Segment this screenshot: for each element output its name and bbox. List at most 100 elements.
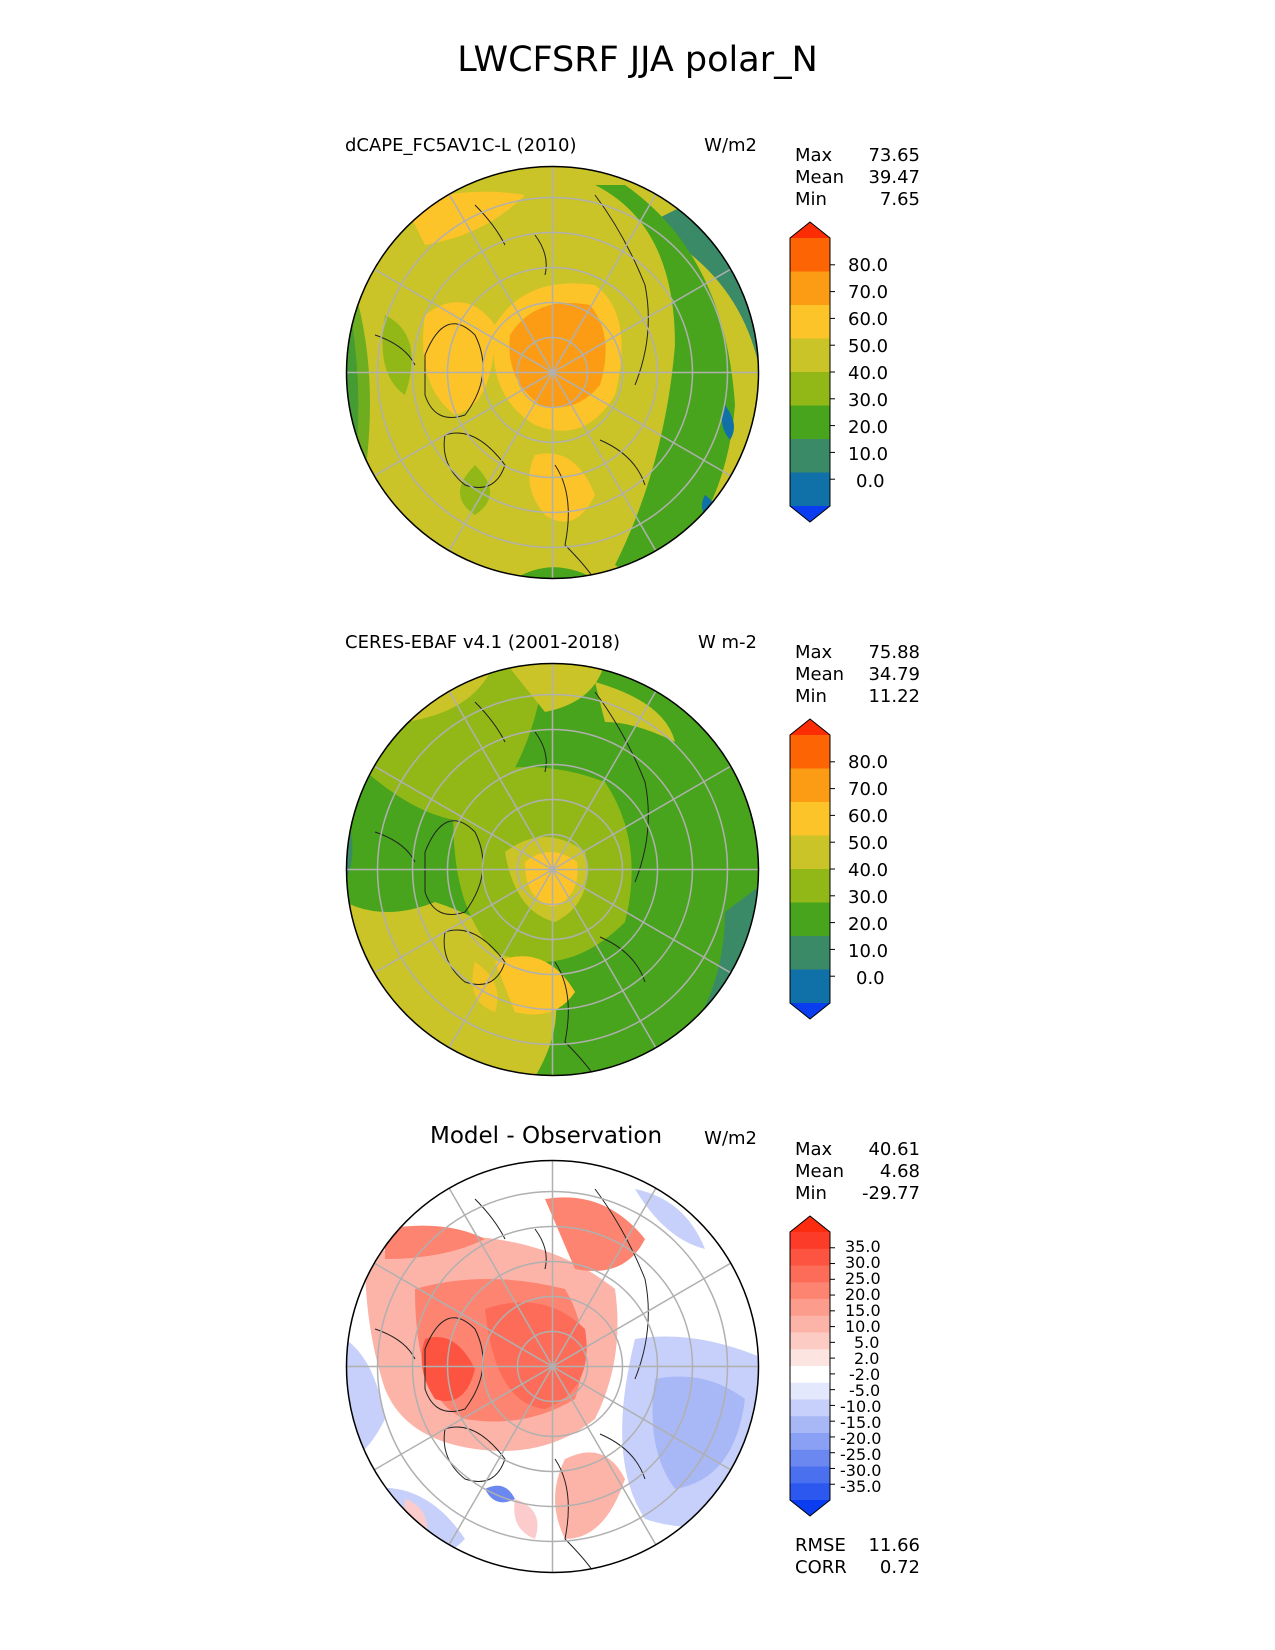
colorbar-segment: [790, 1282, 830, 1300]
panel-1-tick-label: 40.0: [848, 363, 889, 384]
panel-2-tick-label: 40.0: [848, 860, 889, 881]
panel-3-tick-label: -20.0: [840, 1429, 882, 1448]
colorbar-segment: [790, 1332, 830, 1350]
colorbar-extend-min: [790, 1500, 830, 1516]
panel-3-tick-label: -5.0: [849, 1381, 881, 1400]
panel-1-tick-label: 80.0: [848, 255, 889, 276]
panel-1-title: dCAPE_FC5AV1C-L (2010): [345, 135, 577, 156]
panel-2-tick-label: 80.0: [848, 752, 889, 773]
panel-2-units: W m-2: [697, 632, 757, 653]
panel-3-tick-label: 30.0: [845, 1253, 881, 1272]
colorbar-segment: [790, 1449, 830, 1467]
panel-3-stat-label-max: Max: [795, 1139, 833, 1160]
colorbar-outline: [789, 718, 831, 1020]
colorbar-segment: [790, 1232, 830, 1250]
colorbar-segment: [790, 1299, 830, 1317]
panel-2-tick-label: 10.0: [848, 941, 889, 962]
panel-3-tick-label: 10.0: [845, 1317, 881, 1336]
colorbar-segment: [790, 238, 830, 272]
panel-3-tick-label: -25.0: [840, 1445, 882, 1464]
panel-2-stat-value-max: 75.88: [868, 642, 920, 663]
panel-3-stat-value-mean: 4.68: [879, 1161, 920, 1182]
panel-1-colorbar: [789, 221, 835, 523]
panel-3-tick-label: 15.0: [845, 1301, 881, 1320]
panel-1-tick-label: 70.0: [848, 282, 889, 303]
panel-2-stat-label-mean: Mean: [795, 664, 845, 685]
panel-1-tick-label: 10.0: [848, 444, 889, 465]
panel-3-polar-map: [345, 1159, 760, 1574]
colorbar-segment: [790, 835, 830, 870]
colorbar-segment: [790, 768, 830, 803]
panel-2-title: CERES-EBAF v4.1 (2001-2018): [345, 632, 621, 653]
panel-1-stat-label-mean: Mean: [795, 167, 845, 188]
panel-2-stat-label-min: Min: [795, 686, 827, 707]
panel-1-stat-label-min: Min: [795, 189, 827, 210]
panel-2-tick-label: 20.0: [848, 914, 889, 935]
colorbar-segment: [790, 969, 830, 1004]
panel-2-tick-label: 30.0: [848, 887, 889, 908]
colorbar-segment: [790, 802, 830, 836]
panel-2-colorbar: [789, 718, 835, 1020]
colorbar-segment: [790, 936, 830, 970]
colorbar-segment: [790, 472, 830, 507]
colorbar-segment: [790, 1433, 830, 1451]
colorbar-segment: [790, 305, 830, 339]
colorbar-segment: [790, 372, 830, 406]
figure-title: LWCFSRF JJA polar_N: [457, 40, 818, 80]
panel-3-tick-label: 2.0: [854, 1349, 880, 1368]
panel-3-metric-label-corr: CORR: [795, 1557, 847, 1578]
colorbar-extend-max: [790, 222, 830, 238]
panel-1-tick-label: 0.0: [856, 471, 885, 492]
panel-3-tick-label: -2.0: [849, 1365, 881, 1384]
colorbar-outline: [789, 1215, 831, 1517]
panel-3-stat-value-min: -29.77: [861, 1183, 920, 1204]
colorbar-segment: [790, 902, 830, 937]
panel-1-stat-value-max: 73.65: [868, 145, 920, 166]
colorbar-segment: [790, 338, 830, 373]
panel-2-tick-label: 0.0: [856, 968, 885, 989]
colorbar-segment: [790, 1399, 830, 1417]
panel-3-stat-label-mean: Mean: [795, 1161, 845, 1182]
panel-3-tick-label: -30.0: [840, 1461, 882, 1480]
panel-3-tick-label: 20.0: [845, 1285, 881, 1304]
colorbar-extend-min: [790, 1003, 830, 1019]
colorbar-segment: [790, 869, 830, 903]
colorbar-segment: [790, 271, 830, 306]
panel-1-tick-label: 60.0: [848, 309, 889, 330]
colorbar-segment: [790, 1382, 830, 1400]
colorbar-segment: [790, 405, 830, 440]
colorbar-segment: [790, 735, 830, 769]
panel-2-tick-label: 70.0: [848, 779, 889, 800]
panel-1-stat-value-min: 7.65: [879, 189, 920, 210]
colorbar-outline: [789, 221, 831, 523]
colorbar-segment: [790, 1315, 830, 1333]
panel-3-metric-label-rmse: RMSE: [795, 1535, 846, 1556]
panel-1-stat-label-max: Max: [795, 145, 833, 166]
colorbar-segment: [790, 1248, 830, 1266]
panel-3-metric-value-rmse: 11.66: [868, 1535, 920, 1556]
panel-2-tick-label: 60.0: [848, 806, 889, 827]
panel-3-metric-value-corr: 0.72: [879, 1557, 920, 1578]
panel-3-stat-label-min: Min: [795, 1183, 827, 1204]
panel-1-tick-label: 50.0: [848, 336, 889, 357]
colorbar-segment: [790, 1466, 830, 1484]
colorbar-segment: [790, 1483, 830, 1501]
panel-3-tick-label: -15.0: [840, 1413, 882, 1432]
colorbar-extend-max: [790, 1216, 830, 1232]
panel-1-polar-map: [345, 165, 760, 580]
panel-3-tick-label: -35.0: [840, 1477, 882, 1496]
panel-3-tick-label: 35.0: [845, 1237, 881, 1256]
panel-1-units: W/m2: [704, 135, 757, 156]
panel-2-stat-value-min: 11.22: [868, 686, 920, 707]
panel-3-colorbar: [789, 1215, 835, 1517]
colorbar-segment: [790, 439, 830, 473]
panel-3-units: W/m2: [704, 1128, 757, 1149]
panel-3-tick-label: 5.0: [854, 1333, 880, 1352]
panel-1-stat-value-mean: 39.47: [868, 167, 920, 188]
panel-3-tick-label: 25.0: [845, 1269, 881, 1288]
panel-1-tick-label: 30.0: [848, 390, 889, 411]
colorbar-segment: [790, 1265, 830, 1283]
panel-2-tick-label: 50.0: [848, 833, 889, 854]
panel-2-stat-label-max: Max: [795, 642, 833, 663]
panel-3-stat-value-max: 40.61: [868, 1139, 920, 1160]
